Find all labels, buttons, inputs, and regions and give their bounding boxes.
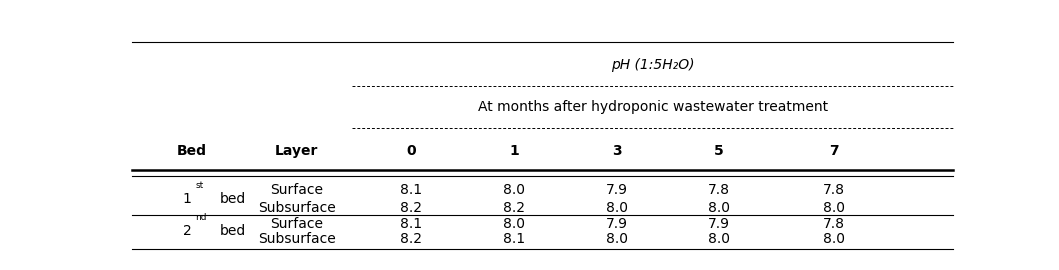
Text: Surface: Surface	[270, 217, 323, 231]
Text: 8.0: 8.0	[708, 232, 731, 246]
Text: 2: 2	[183, 224, 192, 238]
Text: 8.0: 8.0	[503, 217, 525, 231]
Text: 5: 5	[715, 144, 724, 158]
Text: pH (1:5H₂O): pH (1:5H₂O)	[611, 58, 695, 72]
Text: 8.0: 8.0	[708, 201, 731, 215]
Text: 0: 0	[407, 144, 416, 158]
Text: 1: 1	[182, 192, 192, 206]
Text: bed: bed	[220, 192, 247, 206]
Text: 7.9: 7.9	[606, 217, 628, 231]
Text: 7.9: 7.9	[708, 217, 731, 231]
Text: Subsurface: Subsurface	[257, 232, 336, 246]
Text: nd: nd	[196, 214, 208, 222]
Text: Bed: Bed	[177, 144, 207, 158]
Text: st: st	[196, 181, 203, 190]
Text: 1: 1	[509, 144, 519, 158]
Text: 8.2: 8.2	[400, 232, 423, 246]
Text: 7.8: 7.8	[823, 183, 845, 197]
Text: Surface: Surface	[270, 183, 323, 197]
Text: At months after hydroponic wastewater treatment: At months after hydroponic wastewater tr…	[478, 100, 828, 114]
Text: 7.8: 7.8	[708, 183, 731, 197]
Text: 8.1: 8.1	[503, 232, 525, 246]
Text: Layer: Layer	[275, 144, 318, 158]
Text: 3: 3	[612, 144, 622, 158]
Text: 8.1: 8.1	[400, 217, 423, 231]
Text: 8.1: 8.1	[400, 183, 423, 197]
Text: 8.2: 8.2	[400, 201, 423, 215]
Text: 8.0: 8.0	[606, 201, 628, 215]
Text: 8.0: 8.0	[823, 232, 845, 246]
Text: bed: bed	[220, 224, 247, 238]
Text: Subsurface: Subsurface	[257, 201, 336, 215]
Text: 8.0: 8.0	[503, 183, 525, 197]
Text: 8.0: 8.0	[606, 232, 628, 246]
Text: 7.9: 7.9	[606, 183, 628, 197]
Text: 7.8: 7.8	[823, 217, 845, 231]
Text: 7: 7	[829, 144, 839, 158]
Text: 8.2: 8.2	[503, 201, 525, 215]
Text: 8.0: 8.0	[823, 201, 845, 215]
